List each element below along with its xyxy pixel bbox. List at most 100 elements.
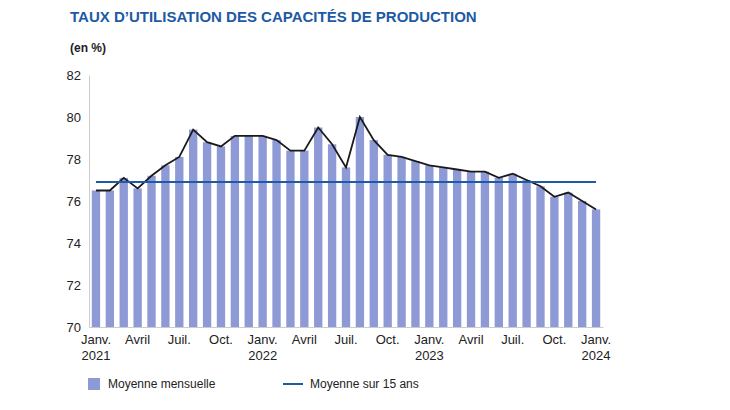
tick: Janv.2021 <box>81 332 111 363</box>
bars <box>92 117 600 327</box>
tick: Avril <box>292 332 317 347</box>
tick-label: 72 <box>67 278 81 293</box>
tick-label-line: Janv. <box>414 332 444 347</box>
bar <box>133 188 141 327</box>
bar <box>286 151 294 327</box>
tick-label-line: Avril <box>292 332 317 347</box>
tick: Juil. <box>501 332 524 347</box>
tick-label: Janv.2022 <box>248 332 278 363</box>
tick-label: Juil. <box>501 332 524 347</box>
tick-label: 80 <box>67 110 81 125</box>
bar <box>328 144 336 327</box>
tick-label: 70 <box>67 320 81 335</box>
bar <box>106 191 114 328</box>
tick-label-line: Juil. <box>501 332 524 347</box>
subtitle: (en %) <box>70 41 106 55</box>
tick-label-line: 2021 <box>81 348 110 363</box>
tick: Oct. <box>542 332 566 347</box>
tick-label-line: Janv. <box>248 332 278 347</box>
tick-label-line: 2022 <box>248 348 277 363</box>
tick: 82 <box>67 68 89 83</box>
axis-line <box>89 76 90 328</box>
tick: Avril <box>125 332 150 347</box>
bar <box>509 174 517 327</box>
bar <box>272 140 280 327</box>
bar <box>300 151 308 327</box>
tick: Janv.2023 <box>414 332 444 363</box>
bar <box>356 117 364 327</box>
bar <box>258 136 266 327</box>
bar <box>120 178 128 327</box>
bar <box>314 128 322 328</box>
legend-label: Moyenne sur 15 ans <box>310 377 419 391</box>
tick-label: Juil. <box>334 332 357 347</box>
tick: Avril <box>459 332 484 347</box>
tick-label-line: Oct. <box>542 332 566 347</box>
legend-item: Moyenne mensuelle <box>88 377 216 391</box>
tick-label-line: Avril <box>459 332 484 347</box>
x-axis: Janv.2021AvrilJuil.Oct.Janv.2022AvrilJui… <box>81 328 611 364</box>
tick: Oct. <box>209 332 233 347</box>
tick-label-line: Janv. <box>581 332 611 347</box>
bar <box>161 165 169 327</box>
legend-swatch <box>283 383 303 385</box>
tick-label-line: Oct. <box>209 332 233 347</box>
bar <box>411 161 419 327</box>
tick-label: 74 <box>67 236 81 251</box>
tick-label-line: Juil. <box>168 332 191 347</box>
bar <box>522 180 530 327</box>
tick: 78 <box>67 152 89 167</box>
bar <box>536 186 544 327</box>
bar <box>92 191 100 328</box>
bar <box>147 176 155 327</box>
tick: Janv.2024 <box>581 332 611 363</box>
bar <box>342 167 350 327</box>
tick-label-line: Janv. <box>81 332 111 347</box>
bar <box>439 167 447 327</box>
tick-label: 76 <box>67 194 81 209</box>
bar <box>370 140 378 327</box>
tick: 76 <box>67 194 89 209</box>
legend-item: Moyenne sur 15 ans <box>283 377 419 391</box>
bar <box>495 178 503 327</box>
tick-label-line: Juil. <box>334 332 357 347</box>
bar <box>384 155 392 327</box>
tick: Oct. <box>376 332 400 347</box>
tick-label-line: 2024 <box>582 348 611 363</box>
tick: 72 <box>67 278 89 293</box>
tick-label: Janv.2024 <box>581 332 611 363</box>
tick-label: Avril <box>292 332 317 347</box>
tick-label-line: 2023 <box>415 348 444 363</box>
tick-label: Avril <box>125 332 150 347</box>
tick-label: Janv.2023 <box>414 332 444 363</box>
bar-top-line <box>96 117 596 209</box>
plot-area <box>92 117 600 327</box>
bar <box>550 197 558 327</box>
bar <box>592 209 600 327</box>
chart: TAUX D’UTILISATION DES CAPACITÉS DE PROD… <box>0 0 730 410</box>
tick: 80 <box>67 110 89 125</box>
tick: Juil. <box>168 332 191 347</box>
tick-label: Avril <box>459 332 484 347</box>
bar <box>231 136 239 327</box>
tick-label: Oct. <box>209 332 233 347</box>
bar <box>564 193 572 327</box>
bar <box>578 201 586 327</box>
axis-line <box>90 327 604 328</box>
tick-label-line: Avril <box>125 332 150 347</box>
legend-swatch <box>88 378 100 390</box>
bar <box>203 142 211 327</box>
bar <box>189 130 197 327</box>
tick-label: Juil. <box>168 332 191 347</box>
tick: Juil. <box>334 332 357 347</box>
bar <box>453 170 461 328</box>
bar <box>425 165 433 327</box>
tick-label: Janv.2021 <box>81 332 111 363</box>
tick-label-line: Oct. <box>376 332 400 347</box>
tick: 74 <box>67 236 89 251</box>
legend: Moyenne mensuelle Moyenne sur 15 ans <box>88 377 419 391</box>
line <box>96 181 596 183</box>
bar <box>467 172 475 327</box>
bar <box>217 146 225 327</box>
y-axis: 70 72 74 76 78 80 82 <box>67 68 90 335</box>
